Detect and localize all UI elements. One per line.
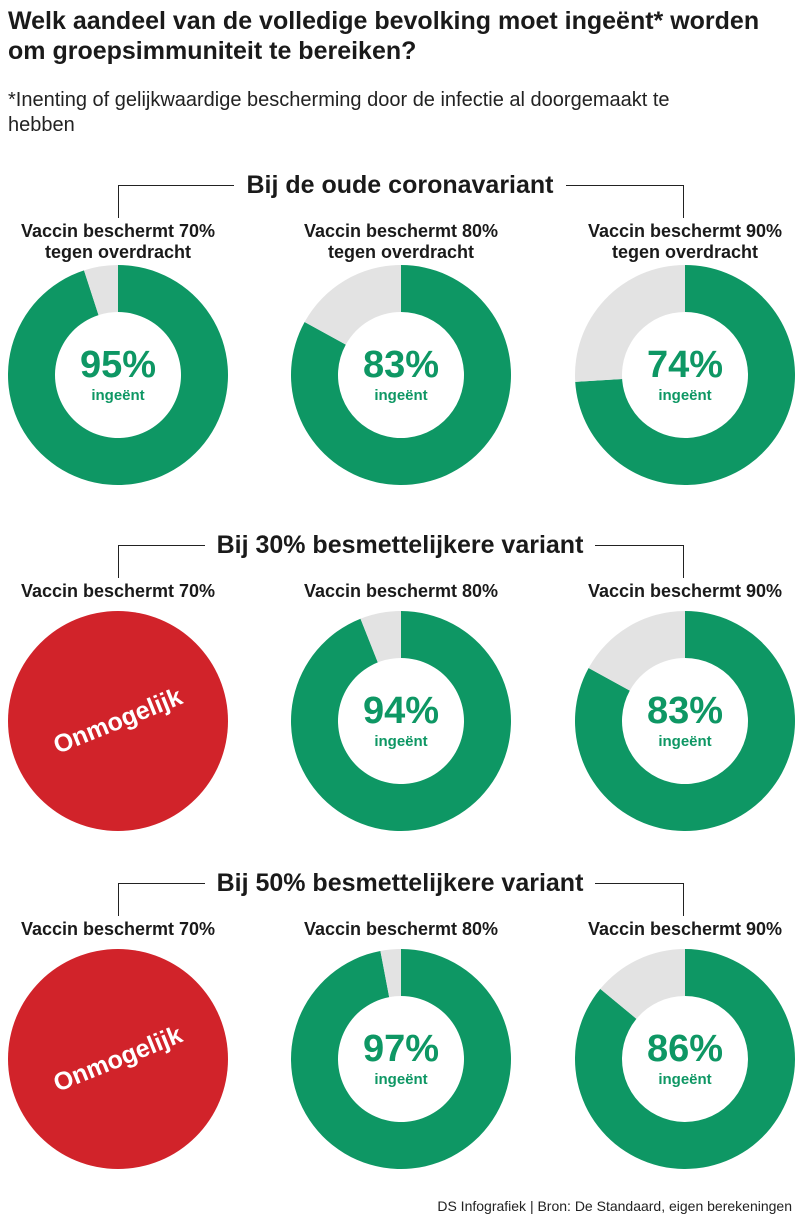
donut-label: Vaccin beschermt 90%	[587, 581, 783, 601]
section-heading: Bij 30% besmettelijkere variant	[204, 531, 596, 559]
donut-unit-label: ingeënt	[658, 733, 712, 750]
vaccinated-slice	[291, 611, 511, 831]
donut-label: Vaccin beschermt 70% tegen overdracht	[20, 221, 216, 262]
donut-svg	[575, 265, 795, 485]
chart-title: Welk aandeel van de volledige bevolking …	[8, 7, 760, 65]
donut-cell: Vaccin beschermt 70% tegen overdracht 95%…	[0, 221, 238, 485]
donut-chart: Onmogelijk	[8, 611, 228, 831]
donut-value-label: 97%	[362, 1028, 440, 1070]
remaining-slice	[600, 949, 685, 1019]
donut-cell: Vaccin beschermt 90% 86% ingeënt	[565, 919, 800, 1169]
vaccinated-slice	[8, 265, 228, 485]
remaining-slice	[575, 265, 685, 382]
remaining-slice	[84, 265, 118, 316]
donut-label: Vaccin beschermt 90% tegen overdracht	[587, 221, 783, 262]
donut-value-label: 95%	[79, 344, 157, 386]
donut-label: Vaccin beschermt 70%	[20, 919, 216, 939]
donut-unit-label: ingeënt	[658, 1071, 712, 1088]
donut-label: Vaccin beschermt 80%	[303, 581, 499, 601]
donut-svg	[291, 265, 511, 485]
donut-value-label: 83%	[362, 344, 440, 386]
donut-value-label: 83%	[646, 690, 724, 732]
donut-cell: Vaccin beschermt 80% tegen overdracht 83%…	[281, 221, 521, 485]
donut-label: Vaccin beschermt 90%	[587, 919, 783, 939]
source-credit: DS Infografiek | Bron: De Standaard, eig…	[437, 1198, 792, 1214]
donut-cell: Vaccin beschermt 90% tegen overdracht 74%…	[565, 221, 800, 485]
impossible-label: Onmogelijk	[49, 1020, 187, 1098]
donut-unit-label: ingeënt	[374, 733, 428, 750]
donut-chart: 74% ingeënt	[575, 265, 795, 485]
donut-cell: Vaccin beschermt 80% 97% ingeënt	[281, 919, 521, 1169]
donut-chart: 95% ingeënt	[8, 265, 228, 485]
donut-svg	[575, 611, 795, 831]
donut-unit-label: ingeënt	[374, 1071, 428, 1088]
donut-value-label: 74%	[646, 344, 724, 386]
chart-subtitle: *Inenting of gelijkwaardige bescherming …	[8, 89, 670, 136]
donut-chart: 97% ingeënt	[291, 949, 511, 1169]
section-heading: Bij de oude coronavariant	[234, 171, 566, 199]
impossible-label: Onmogelijk	[49, 682, 187, 760]
donut-cell: Vaccin beschermt 70% Onmogelijk	[0, 919, 238, 1169]
remaining-slice	[380, 949, 401, 998]
impossible-disc: Onmogelijk	[8, 949, 228, 1169]
donut-svg	[8, 265, 228, 485]
remaining-slice	[304, 265, 401, 345]
donut-svg	[291, 611, 511, 831]
vaccinated-slice	[291, 949, 511, 1169]
donut-chart: 86% ingeënt	[575, 949, 795, 1169]
vaccinated-slice	[575, 949, 795, 1169]
donut-svg	[291, 949, 511, 1169]
donut-label: Vaccin beschermt 70%	[20, 581, 216, 601]
donut-chart: 94% ingeënt	[291, 611, 511, 831]
donut-cell: Vaccin beschermt 90% 83% ingeënt	[565, 581, 800, 831]
donut-chart: 83% ingeënt	[575, 611, 795, 831]
impossible-disc: Onmogelijk	[8, 611, 228, 831]
donut-label: Vaccin beschermt 80% tegen overdracht	[303, 221, 499, 262]
donut-label: Vaccin beschermt 80%	[303, 919, 499, 939]
vaccinated-slice	[291, 265, 511, 485]
donut-unit-label: ingeënt	[658, 387, 712, 404]
vaccinated-slice	[575, 265, 795, 485]
donut-value-label: 94%	[362, 690, 440, 732]
donut-svg	[575, 949, 795, 1169]
donut-value-label: 86%	[646, 1028, 724, 1070]
vaccinated-slice	[575, 611, 795, 831]
donut-chart: 83% ingeënt	[291, 265, 511, 485]
donut-unit-label: ingeënt	[374, 387, 428, 404]
donut-cell: Vaccin beschermt 80% 94% ingeënt	[281, 581, 521, 831]
section-heading: Bij 50% besmettelijkere variant	[204, 869, 596, 897]
remaining-slice	[360, 611, 401, 663]
remaining-slice	[588, 611, 685, 691]
donut-chart: Onmogelijk	[8, 949, 228, 1169]
donut-unit-label: ingeënt	[91, 387, 145, 404]
donut-cell: Vaccin beschermt 70% Onmogelijk	[0, 581, 238, 831]
